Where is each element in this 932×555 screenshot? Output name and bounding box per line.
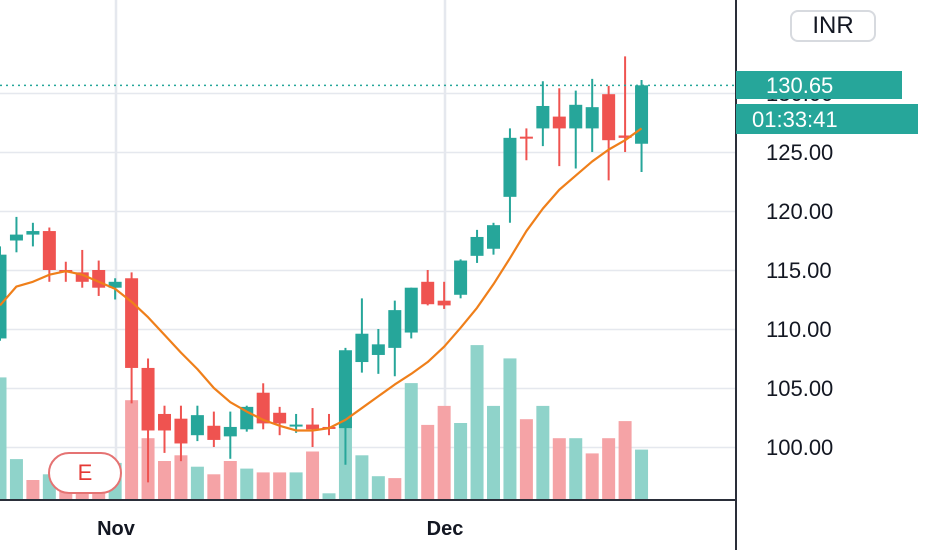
candle-body <box>470 236 484 256</box>
volume-bar <box>585 453 599 499</box>
candle-body <box>0 254 7 339</box>
candle-body <box>552 116 566 129</box>
candle-body <box>388 310 402 348</box>
volume-bar <box>503 358 517 499</box>
volume-bar <box>289 472 303 499</box>
volume-bar <box>454 423 468 499</box>
y-tick-label: 120.00 <box>766 199 833 224</box>
volume-bar <box>371 476 385 499</box>
candle-body <box>503 137 517 197</box>
countdown-label: 01:33:41 <box>752 107 838 132</box>
volume-bar <box>404 383 418 499</box>
candle-body <box>355 333 369 363</box>
candle-body <box>174 418 188 444</box>
earnings-marker[interactable]: E <box>48 452 122 494</box>
candle-body <box>306 424 320 430</box>
candles <box>0 56 649 483</box>
volume-bar <box>256 472 270 499</box>
candle-body <box>108 281 122 288</box>
currency-badge[interactable]: INR <box>790 10 876 42</box>
candle-body <box>158 413 171 431</box>
countdown-tag <box>736 104 918 134</box>
candle-body <box>519 136 533 139</box>
candle-body <box>602 94 616 141</box>
y-tick-label: 110.00 <box>766 317 832 342</box>
candle-body <box>618 135 632 138</box>
last-price-tag <box>736 71 902 99</box>
volume-bar <box>190 466 204 499</box>
volume-bar <box>0 377 7 499</box>
candle-body <box>404 287 418 333</box>
candle-body <box>585 107 599 129</box>
candle-body <box>125 278 139 368</box>
volume-bar <box>388 478 402 499</box>
volume-bar <box>487 405 500 499</box>
y-tick-label: 100.00 <box>766 435 833 460</box>
volume-bar <box>223 461 237 499</box>
y-tick-label: 125.00 <box>766 140 833 165</box>
volume-bar <box>306 451 320 499</box>
candle-body <box>190 415 204 436</box>
volume-bar <box>437 405 451 499</box>
volume-bar <box>125 400 139 499</box>
price-tags: 130.65 01:33:41 <box>736 71 918 134</box>
candle-body <box>371 344 385 355</box>
candle-body <box>9 234 23 241</box>
candle-body <box>26 231 40 235</box>
candle-body <box>273 412 287 424</box>
volume-bar <box>470 345 484 499</box>
volume-bar <box>569 438 583 499</box>
y-tick-label: 105.00 <box>766 376 833 401</box>
candle-body <box>569 104 583 129</box>
candle-body <box>75 272 89 282</box>
volume-bar <box>26 480 40 499</box>
volume-bar <box>536 405 550 499</box>
candle-body <box>635 85 649 144</box>
volume-bar <box>618 421 632 499</box>
candle-body <box>256 392 270 424</box>
moving-average <box>0 84 736 432</box>
volume-bar <box>158 461 171 499</box>
candle-body <box>207 425 221 440</box>
candle-body <box>141 367 155 431</box>
candle-body <box>338 350 352 429</box>
volume-bar <box>322 493 336 499</box>
volume-bar <box>552 438 566 499</box>
volume-bar <box>421 424 435 499</box>
candle-body <box>421 281 435 305</box>
candle-body <box>223 426 237 437</box>
volume-bar <box>602 438 616 499</box>
volume-bar <box>240 468 254 499</box>
volume-bar <box>273 472 287 499</box>
candle-body <box>454 260 468 295</box>
candle-body <box>536 105 550 129</box>
volume-bar <box>9 459 23 499</box>
candle-body <box>42 231 56 270</box>
volume-bar <box>519 419 533 499</box>
y-tick-label: 115.00 <box>766 258 832 283</box>
volume-bar <box>635 449 649 499</box>
candle-body <box>437 300 451 306</box>
volume-bar <box>174 455 188 499</box>
candle-body <box>487 225 500 249</box>
volume-bar <box>355 455 369 499</box>
last-price-label: 130.65 <box>766 73 833 98</box>
x-tick-label: Dec <box>427 518 464 540</box>
volume-bar <box>207 474 221 499</box>
candle-body <box>289 424 303 427</box>
x-tick-label: Nov <box>97 518 136 540</box>
moving-average-line <box>0 127 643 432</box>
